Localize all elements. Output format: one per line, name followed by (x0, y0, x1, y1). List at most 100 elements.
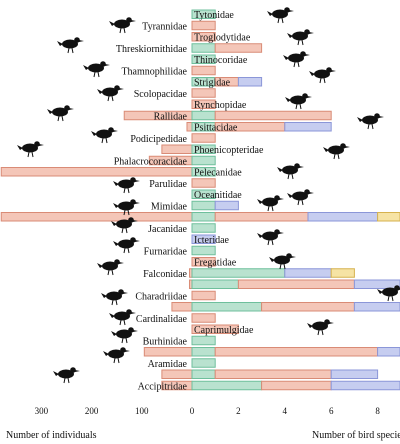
family-label-thamnophilidae: Thamnophilidae (121, 66, 187, 77)
falcon-icon (97, 259, 124, 276)
family-label-oceanitidae: Oceanitidae (194, 190, 242, 201)
family-label-falconidae: Falconidae (143, 269, 187, 280)
species-bar-parulidae-seg2 (191, 178, 216, 188)
nightjar-icon (111, 327, 138, 344)
seedsnipe-icon (283, 51, 310, 68)
family-labels-layer: Tytonidae Tyrannidae Troglodytidae Threskio… (114, 10, 264, 392)
species-bar-icteridae-seg3 (191, 234, 216, 244)
species-bar-falconidae-seg3 (284, 268, 332, 278)
species-bar-row-26-seg3 (353, 302, 400, 312)
frigatebird-icon (269, 253, 296, 270)
left-axis-label: Number of individuals (6, 430, 97, 441)
family-label-rallidae: Rallidae (154, 111, 188, 122)
family-label-tyrannidae: Tyrannidae (142, 21, 187, 32)
species-bar-oceanitidae-seg1 (191, 189, 216, 199)
species-bar-phoenicopteridae-seg1 (191, 144, 216, 154)
species-bar-aramidae-seg1 (191, 358, 216, 368)
right-tick-label: 2 (236, 406, 241, 416)
family-label-pelecanidae: Pelecanidae (194, 168, 242, 179)
cardinal-icon (307, 319, 334, 336)
family-label-cardinalidae: Cardinalidae (136, 314, 188, 325)
species-bar-row-32-seg3 (330, 369, 379, 379)
species-bar-thinocoridae-seg1 (191, 54, 216, 64)
species-bar-troglodytidae-seg2 (191, 32, 216, 42)
family-label-fregatidae: Fregatidae (194, 258, 237, 269)
species-bar-row-18-seg1 (191, 212, 216, 222)
species-bar-phalacrocoracidae-seg1 (191, 155, 216, 166)
wren-icon (287, 29, 314, 46)
species-bar-podicipedidae-seg2 (191, 133, 216, 143)
family-label-burhinidae: Burhinidae (143, 336, 188, 347)
bars-layer (0, 9, 400, 391)
species-bar-accipitridae-seg1 (191, 380, 263, 391)
thick-knee-icon (103, 347, 130, 364)
family-label-psittacidae: Psittacidae (194, 123, 238, 134)
family-label-podicipedidae: Podicipedidae (130, 134, 187, 145)
axis-ticks-layer: 300 200 100 0 2 4 6 8 (35, 406, 381, 416)
left-tick-label: 300 (35, 406, 49, 416)
family-label-rynchopidae: Rynchopidae (194, 100, 247, 111)
mockingbird-icon (113, 199, 140, 216)
species-bar-row-26-seg1 (191, 302, 263, 312)
species-bar-row-18-seg2 (214, 212, 309, 222)
family-label-aramidae: Aramidae (148, 359, 188, 370)
species-bar-thamnophilidae-seg2 (191, 65, 216, 76)
species-bar-strigidae-seg3 (237, 77, 263, 87)
species-bar-rallidae-seg1 (191, 110, 216, 121)
species-bar-falconidae-seg1 (191, 268, 286, 278)
skimmer-icon (285, 93, 312, 110)
hummingbird-icon (109, 309, 136, 326)
cormorant-icon (17, 141, 44, 158)
gull-icon (257, 195, 284, 212)
species-bar-mimidae-seg3 (214, 200, 239, 211)
species-bar-pelecanidae-seg1 (191, 167, 216, 177)
plover-icon (101, 289, 128, 306)
family-label-charadriidae: Charadriidae (135, 291, 187, 302)
species-bar-cardinalidae-seg2 (191, 313, 216, 323)
species-bar-rallidae-seg2 (214, 110, 332, 121)
flamingo-icon (323, 143, 350, 160)
species-bar-row-32-seg1 (191, 369, 216, 379)
family-label-thinocoridae: Thinocoridae (194, 55, 248, 66)
species-bar-accipitridae-seg2 (261, 380, 332, 391)
family-label-phoenicopteridae: Phoenicopteridae (194, 145, 264, 156)
warbler-icon (113, 177, 140, 194)
individuals-bar-phoenicopteridae (161, 144, 193, 154)
species-bar-row-30-seg3 (377, 347, 400, 357)
species-bar-row-24-seg3 (353, 279, 400, 289)
ibis-icon (57, 37, 84, 54)
species-bar-jacanidae-seg1 (191, 223, 216, 233)
pelican-icon (277, 163, 304, 180)
rail-icon (47, 105, 74, 122)
family-label-icteridae: Icteridae (194, 235, 230, 246)
individuals-bar-row-32 (161, 369, 193, 379)
storm-petrel-icon (287, 189, 314, 206)
left-tick-label: 0 (190, 406, 195, 416)
right-tick-label: 6 (329, 406, 334, 416)
sandpiper-icon (97, 85, 124, 102)
ovenbird-icon (113, 237, 140, 254)
individuals-bar-row-18 (0, 212, 193, 222)
left-tick-label: 200 (85, 406, 99, 416)
family-label-threskiornithidae: Threskiornithidae (116, 44, 188, 55)
species-bar-threskiornithidae-seg1 (191, 43, 216, 53)
left-tick-label: 100 (135, 406, 149, 416)
species-bar-row-30-seg2 (214, 347, 379, 357)
species-bar-row-26-seg2 (261, 302, 355, 312)
jacana-icon (111, 217, 138, 234)
species-bar-tyrannidae-seg2 (191, 20, 216, 31)
family-label-scolopacidae: Scolopacidae (134, 89, 188, 100)
right-tick-label: 4 (283, 406, 288, 416)
species-bar-caprimulgidae-seg2 (191, 324, 239, 334)
family-label-accipitridae: Accipitridae (138, 381, 188, 392)
family-label-furnaridae: Furnaridae (144, 246, 188, 257)
species-bar-psittacidae-seg3 (284, 122, 332, 132)
species-bar-accipitridae-seg3 (330, 380, 400, 391)
silhouettes-layer (17, 7, 400, 384)
species-bar-row-24-seg1 (191, 279, 239, 289)
antbird-icon (83, 61, 110, 78)
species-bar-mimidae-seg1 (191, 200, 216, 211)
heron-icon (53, 367, 80, 384)
owl-icon (267, 7, 294, 24)
species-bar-row-18-seg4 (377, 212, 400, 222)
